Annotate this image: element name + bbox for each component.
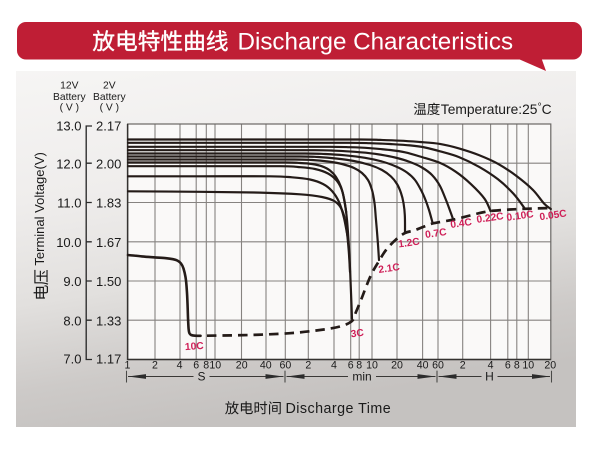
svg-text:1.33: 1.33: [96, 313, 121, 328]
svg-text:H: H: [485, 370, 494, 384]
svg-text:3C: 3C: [350, 328, 365, 341]
svg-text:2.1C: 2.1C: [378, 262, 401, 276]
svg-text:0.10C: 0.10C: [506, 209, 535, 224]
svg-text:Battery: Battery: [93, 92, 126, 103]
svg-text:2: 2: [460, 360, 466, 372]
svg-text:1.2C: 1.2C: [398, 236, 421, 250]
svg-text:Battery: Battery: [53, 92, 86, 103]
svg-text:20: 20: [391, 360, 403, 372]
svg-text:Discharge Time: Discharge Time: [286, 401, 392, 417]
svg-text:Discharge Characteristics: Discharge Characteristics: [238, 29, 514, 56]
svg-text:min: min: [352, 370, 371, 384]
svg-text:10: 10: [366, 360, 378, 372]
svg-text:60: 60: [432, 360, 444, 372]
svg-text:12.0: 12.0: [56, 156, 81, 171]
svg-text:0.7C: 0.7C: [425, 227, 448, 241]
svg-text:11.0: 11.0: [57, 196, 81, 211]
svg-text:( V ): ( V ): [60, 102, 79, 113]
svg-text:0.4C: 0.4C: [450, 217, 473, 231]
svg-text:60: 60: [280, 360, 292, 372]
svg-text:40: 40: [417, 360, 429, 372]
svg-text:10.0: 10.0: [56, 235, 81, 250]
svg-text:8.0: 8.0: [63, 313, 81, 328]
svg-text:2.00: 2.00: [96, 156, 121, 171]
svg-text:2V: 2V: [103, 81, 116, 92]
svg-text:1.83: 1.83: [96, 196, 121, 211]
svg-text:4: 4: [331, 360, 337, 372]
svg-text:4: 4: [488, 360, 494, 372]
svg-text:1.50: 1.50: [96, 274, 121, 289]
svg-text:20: 20: [544, 360, 556, 372]
svg-text:6: 6: [193, 360, 199, 372]
svg-text:10: 10: [522, 360, 534, 372]
svg-text:10C: 10C: [185, 341, 205, 353]
svg-text:40: 40: [260, 360, 272, 372]
svg-text:0.22C: 0.22C: [476, 211, 505, 226]
svg-text:S: S: [197, 370, 205, 384]
svg-text:8: 8: [203, 360, 209, 372]
svg-text:7.0: 7.0: [63, 352, 81, 367]
svg-text:20: 20: [236, 360, 248, 372]
svg-text:13.0: 13.0: [56, 119, 81, 134]
svg-text:2.17: 2.17: [96, 119, 121, 134]
svg-text:Temperature:25°C: Temperature:25°C: [441, 101, 552, 117]
svg-text:2: 2: [305, 360, 311, 372]
svg-text:6: 6: [348, 360, 354, 372]
svg-text:9.0: 9.0: [63, 274, 81, 289]
svg-text:6: 6: [505, 360, 511, 372]
svg-text:1.67: 1.67: [96, 235, 121, 250]
svg-text:8: 8: [356, 360, 362, 372]
svg-text:0.05C: 0.05C: [539, 208, 568, 223]
svg-text:1: 1: [125, 360, 131, 372]
svg-text:4: 4: [177, 360, 183, 372]
svg-text:1.17: 1.17: [96, 352, 121, 367]
svg-text:8: 8: [514, 360, 520, 372]
svg-text:12V: 12V: [60, 81, 78, 92]
svg-text:10: 10: [209, 360, 221, 372]
svg-text:2: 2: [152, 360, 158, 372]
svg-text:( V ): ( V ): [100, 102, 119, 113]
svg-text:Terminal Voltage(V): Terminal Voltage(V): [32, 152, 47, 265]
